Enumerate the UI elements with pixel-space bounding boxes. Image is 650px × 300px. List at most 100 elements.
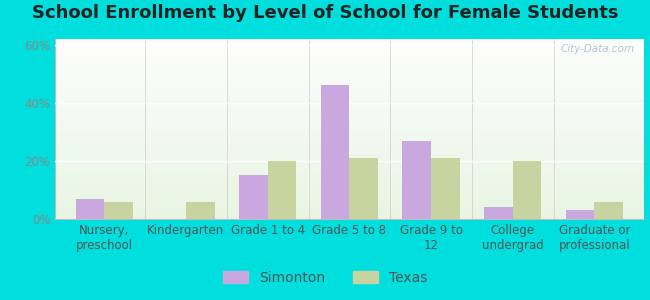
- Bar: [55, 214, 644, 215]
- Bar: [55, 186, 644, 187]
- Bar: [55, 187, 644, 188]
- Bar: [55, 173, 644, 174]
- Bar: [55, 181, 644, 182]
- Bar: [55, 172, 644, 173]
- Bar: [55, 192, 644, 193]
- Bar: [55, 99, 644, 100]
- Bar: [55, 106, 644, 107]
- Bar: [55, 143, 644, 144]
- Bar: [55, 59, 644, 60]
- Bar: [55, 185, 644, 186]
- Bar: [55, 213, 644, 214]
- Bar: [55, 200, 644, 201]
- Bar: [55, 201, 644, 202]
- Bar: [55, 204, 644, 205]
- Bar: [55, 61, 644, 62]
- Bar: [55, 109, 644, 110]
- Bar: [55, 160, 644, 161]
- Bar: [55, 107, 644, 108]
- Bar: [55, 160, 644, 161]
- Bar: [55, 114, 644, 115]
- Bar: [55, 164, 644, 165]
- Bar: [55, 45, 644, 46]
- Bar: [55, 218, 644, 219]
- Bar: [55, 79, 644, 80]
- Bar: [55, 127, 644, 128]
- Bar: [55, 97, 644, 98]
- Bar: [55, 40, 644, 41]
- Bar: [595, 202, 623, 219]
- Bar: [55, 39, 644, 40]
- Bar: [55, 159, 644, 160]
- Bar: [55, 55, 644, 56]
- Bar: [55, 174, 644, 175]
- Bar: [55, 77, 644, 78]
- Bar: [402, 141, 431, 219]
- Bar: [55, 86, 644, 87]
- Bar: [55, 194, 644, 195]
- Bar: [55, 84, 644, 85]
- Bar: [55, 198, 644, 199]
- Bar: [55, 52, 644, 53]
- Bar: [55, 217, 644, 218]
- Bar: [55, 112, 644, 113]
- Bar: [55, 139, 644, 140]
- Bar: [55, 151, 644, 152]
- Bar: [55, 69, 644, 70]
- Bar: [55, 113, 644, 114]
- Bar: [55, 67, 644, 68]
- Text: City-Data.com: City-Data.com: [560, 44, 634, 54]
- Bar: [55, 157, 644, 158]
- Bar: [55, 144, 644, 145]
- Bar: [55, 195, 644, 196]
- Bar: [55, 98, 644, 99]
- Bar: [55, 170, 644, 171]
- Bar: [55, 183, 644, 184]
- Bar: [55, 63, 644, 64]
- Bar: [55, 162, 644, 163]
- Bar: [55, 91, 644, 92]
- Bar: [55, 167, 644, 168]
- Bar: [55, 64, 644, 65]
- Bar: [55, 126, 644, 127]
- Bar: [55, 145, 644, 146]
- Bar: [55, 158, 644, 159]
- Bar: [55, 89, 644, 90]
- Bar: [55, 117, 644, 118]
- Bar: [55, 54, 644, 55]
- Bar: [55, 209, 644, 210]
- Bar: [55, 202, 644, 203]
- Bar: [55, 210, 644, 211]
- Bar: [55, 125, 644, 126]
- Bar: [484, 207, 513, 219]
- Bar: [55, 74, 644, 75]
- Bar: [55, 171, 644, 172]
- Bar: [55, 154, 644, 155]
- Bar: [55, 166, 644, 167]
- Bar: [55, 80, 644, 81]
- Bar: [55, 132, 644, 133]
- Bar: [55, 42, 644, 43]
- Bar: [55, 155, 644, 156]
- Bar: [321, 85, 350, 219]
- Bar: [55, 71, 644, 72]
- Bar: [55, 100, 644, 101]
- Bar: [55, 121, 644, 122]
- Bar: [55, 124, 644, 125]
- Bar: [513, 161, 541, 219]
- Bar: [55, 180, 644, 181]
- Bar: [55, 153, 644, 154]
- Bar: [55, 148, 644, 149]
- Bar: [55, 130, 644, 131]
- Bar: [55, 85, 644, 86]
- Bar: [55, 175, 644, 176]
- Bar: [55, 103, 644, 104]
- Bar: [55, 120, 644, 121]
- Bar: [55, 177, 644, 178]
- Bar: [55, 179, 644, 180]
- Bar: [55, 73, 644, 74]
- Bar: [55, 152, 644, 153]
- Bar: [55, 83, 644, 84]
- Bar: [186, 202, 214, 219]
- Bar: [55, 203, 644, 204]
